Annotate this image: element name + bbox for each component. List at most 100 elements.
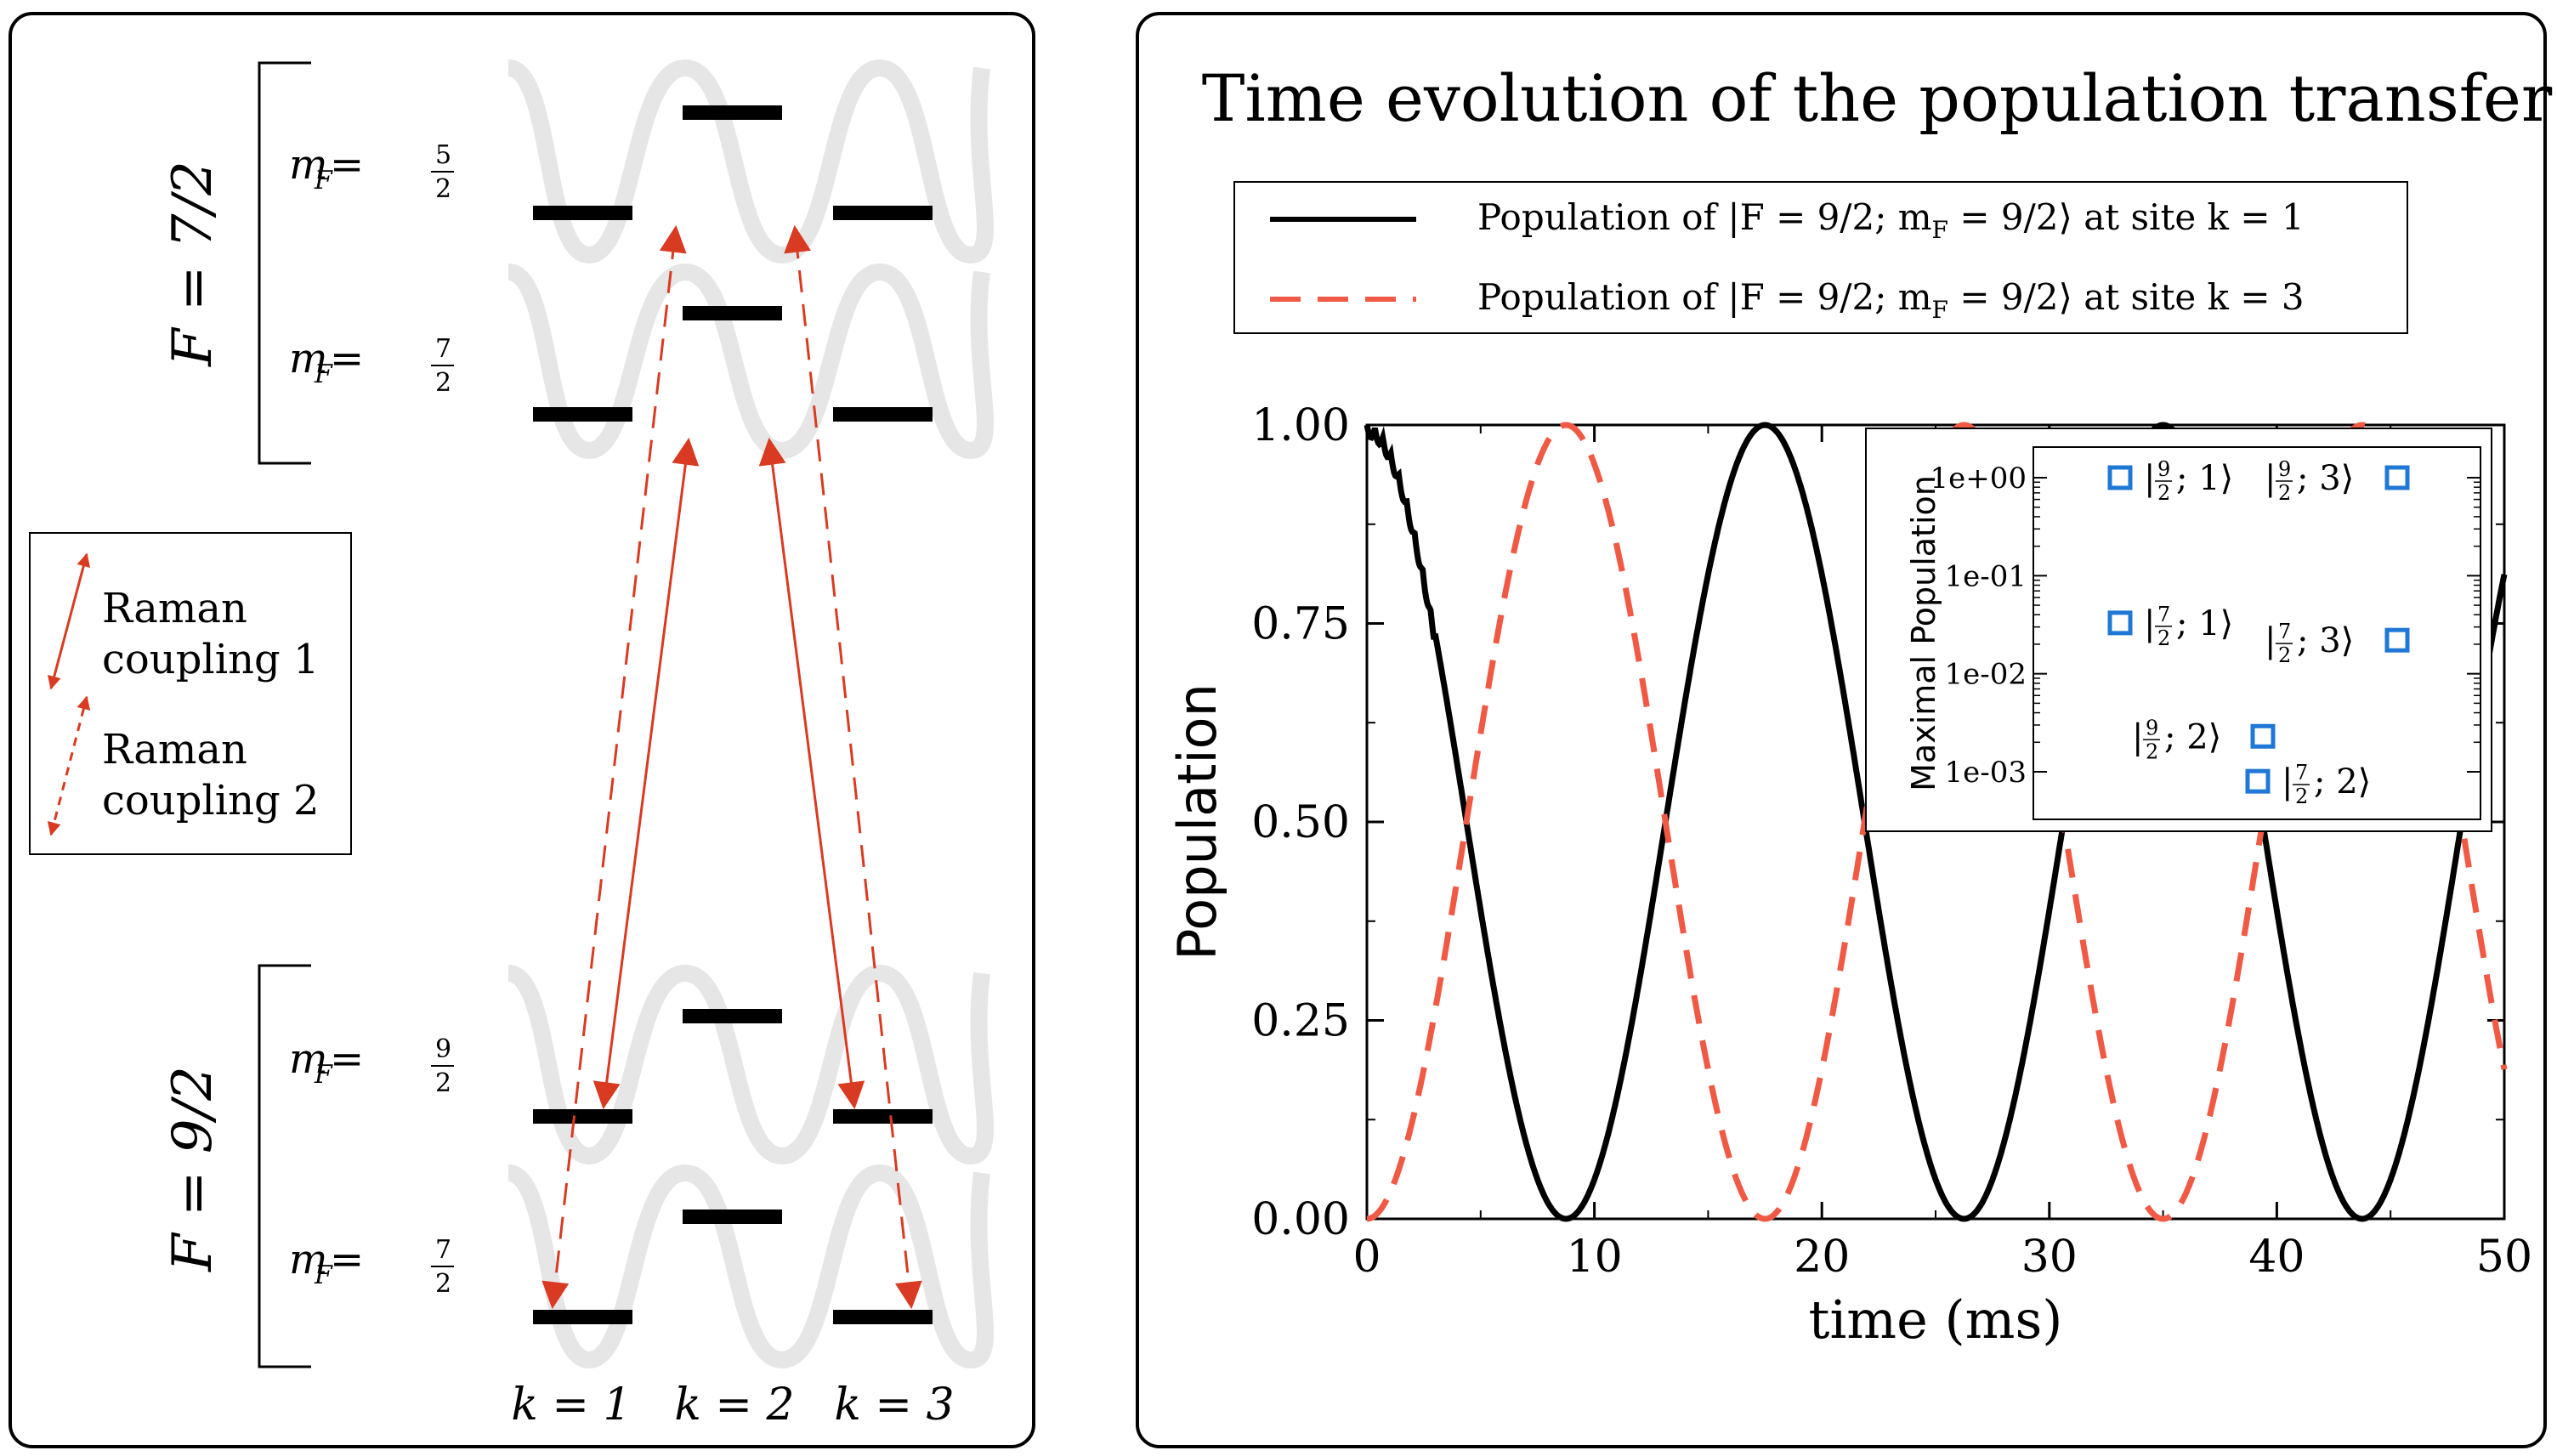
svg-text:|: |: [2282, 762, 2293, 802]
inset-point-label-0: | 92; 1⟩: [2144, 457, 2233, 505]
legend-solid-text-2: coupling 1: [102, 636, 320, 683]
svg-text:|: |: [2265, 621, 2276, 660]
svg-text:2: 2: [435, 368, 451, 398]
inset-marker-2: [2107, 610, 2133, 636]
bracket-f92: [258, 964, 311, 1368]
legend-solid-text-1: Raman: [102, 585, 247, 632]
inset-frame: [2033, 446, 2481, 820]
inset-points: | 92; 1⟩ | 92; 3⟩| 72; 1⟩ | 72; 3⟩| 92; 2⟩| 72; …: [2107, 457, 2410, 808]
x-tick-label-3: 30: [2021, 1232, 2078, 1283]
svg-text:2: 2: [2278, 643, 2291, 667]
svg-text:2: 2: [435, 1068, 451, 1098]
y-tick-label-1: 0.25: [1251, 996, 1350, 1047]
svg-text:7: 7: [435, 334, 451, 364]
level-f72-m72-k2: [683, 306, 782, 320]
x-axis-label: time (ms): [1809, 1289, 2063, 1351]
inset-y-tick-label-2: 1e-02: [1944, 658, 2027, 692]
site-label-k3: k = 3: [834, 1380, 954, 1431]
svg-text:|: |: [2144, 604, 2155, 643]
x-tick-label-0: 0: [1352, 1232, 1381, 1283]
svg-text:|: |: [2144, 459, 2155, 498]
level-f92-m72-k3: [833, 1310, 933, 1324]
svg-text:5: 5: [435, 140, 451, 170]
series-line-k1: [1364, 422, 2508, 1222]
raman-coupling-2-left-arrow: [541, 224, 687, 1310]
inset-marker-3: [2384, 627, 2410, 653]
mf-label-72-lower: m F = 7 2: [289, 1235, 454, 1299]
chart-legend: Population of |F = 9/2; mF = 9/2⟩ at sit…: [1233, 181, 2408, 334]
y-tick-label-3: 0.75: [1251, 599, 1350, 650]
level-f92-m72-k2: [683, 1210, 782, 1224]
x-tick-label-4: 40: [2248, 1232, 2305, 1283]
mf-labels: m F = 5 2 m F = 7 2 m F = 9 2 m F =: [289, 140, 454, 1299]
svg-text:; 3⟩: ; 3⟩: [2297, 459, 2354, 498]
y-tick-label-4: 1.00: [1251, 400, 1350, 451]
legend-solid-arrow: [47, 552, 91, 690]
svg-text:9: 9: [2157, 457, 2170, 481]
svg-text:2: 2: [2295, 785, 2308, 808]
svg-text:9: 9: [2278, 457, 2291, 481]
manifold-label-f92: F = 9/2: [162, 1066, 224, 1272]
inset-plot: Maximal Population 1e+001e-011e-021e-03 …: [1865, 428, 2492, 832]
site-labels: k = 1 k = 2 k = 3: [511, 1380, 954, 1431]
svg-text:7: 7: [435, 1235, 451, 1265]
svg-text:F: F: [314, 1060, 333, 1090]
svg-text:F: F: [314, 360, 333, 389]
mf-label-52: m F = 5 2: [289, 140, 454, 204]
site-label-k1: k = 1: [511, 1380, 631, 1431]
inset-axis-ticks: 1e+00 1e-01 1e-02 1e-03: [1930, 462, 2480, 790]
lattice-potential-lower-2: [506, 1164, 994, 1369]
bracket-f72: [258, 61, 311, 465]
svg-text:; 3⟩: ; 3⟩: [2297, 621, 2354, 660]
x-tick-label-1: 10: [1567, 1232, 1623, 1283]
inset-point-label-2: | 72; 1⟩: [2144, 603, 2233, 650]
legend-dashed-text-2: coupling 2: [102, 777, 320, 824]
mf-label-92: m F = 9 2: [289, 1034, 454, 1098]
chart-title: Time evolution of the population transfe…: [1202, 60, 2553, 136]
inset-marker-5: [2245, 768, 2271, 794]
svg-text:; 1⟩: ; 1⟩: [2176, 604, 2233, 643]
svg-text:7: 7: [2278, 620, 2291, 643]
inset-point-label-5: | 72 ; 2⟩: [2282, 761, 2371, 808]
svg-text:=: =: [330, 141, 364, 189]
raman-legend: Raman coupling 1 Raman coupling 2: [29, 532, 352, 855]
svg-text:; 1⟩: ; 1⟩: [2176, 459, 2233, 498]
inset-point-label-3: | 72; 3⟩: [2265, 620, 2354, 667]
inset-marker-4: [2250, 723, 2276, 749]
svg-text:7: 7: [2295, 761, 2308, 785]
mf-label-72-upper: m F = 7 2: [289, 334, 454, 398]
inset-y-tick-label-1: 1e-01: [1944, 559, 2027, 593]
y-tick-label-0: 0.00: [1251, 1194, 1350, 1245]
inset-point-label-1: | 92; 3⟩: [2265, 457, 2354, 505]
svg-text:m: m: [289, 335, 328, 382]
chart-legend-frame: [1233, 181, 2408, 334]
svg-text:2: 2: [435, 174, 451, 204]
legend-text-k3: Population of |F = 9/2; mF = 9/2⟩ at sit…: [1477, 276, 2305, 324]
svg-text:=: =: [330, 1236, 364, 1283]
x-tick-label-5: 50: [2476, 1232, 2532, 1283]
site-label-k2: k = 2: [674, 1380, 794, 1431]
svg-text:m: m: [289, 141, 328, 189]
svg-text:9: 9: [2146, 716, 2158, 739]
svg-text:F: F: [314, 166, 333, 195]
raman-coupling-2-right-arrow: [784, 224, 922, 1310]
legend-text-k1: Population of |F = 9/2; mF = 9/2⟩ at sit…: [1477, 196, 2305, 244]
svg-text:|: |: [2265, 459, 2276, 498]
svg-text:; 2⟩: ; 2⟩: [2314, 762, 2371, 802]
level-f72-m52-k2: [683, 105, 782, 120]
svg-text:m: m: [289, 1236, 328, 1283]
level-f72-m52-k3: [833, 206, 933, 220]
svg-text:=: =: [330, 1035, 364, 1083]
inset-y-label: Maximal Population: [1905, 475, 1942, 791]
raman-couplings: [541, 224, 922, 1310]
svg-text:F: F: [314, 1261, 333, 1290]
level-f72-m52-k1: [533, 206, 632, 220]
inset-point-label-4: | 92; 2⟩: [2132, 716, 2221, 763]
svg-text:2: 2: [435, 1269, 451, 1299]
legend-dashed-arrow: [47, 695, 91, 836]
main-plot: 0 10 20 30 40 50 0.00 0.25 0.50 0.75 1.00 time (ms…: [1166, 400, 2532, 1351]
manifold-brackets: [258, 61, 311, 1368]
level-f92-m92-k2: [683, 1009, 782, 1023]
inset-y-tick-label-0: 1e+00: [1930, 462, 2027, 496]
